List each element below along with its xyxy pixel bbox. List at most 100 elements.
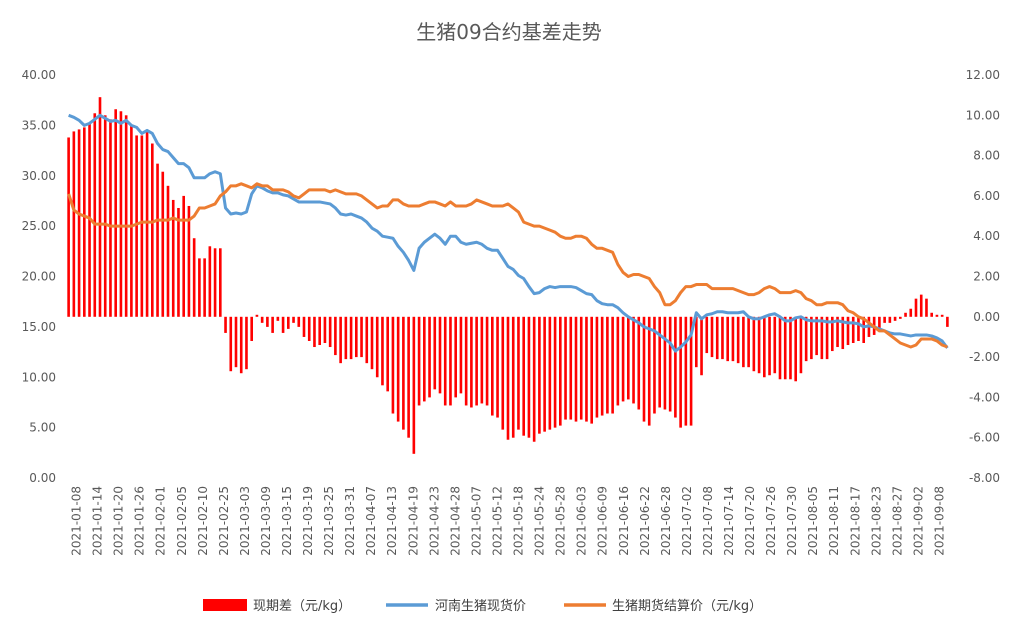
basis-bar	[721, 316, 724, 360]
basis-bar	[83, 127, 86, 317]
basis-bar	[334, 316, 337, 356]
basis-bar	[360, 316, 363, 358]
basis-bar	[480, 316, 484, 404]
basis-bar	[736, 316, 740, 364]
basis-bar	[208, 246, 212, 317]
right-tick-label: 6.00	[973, 189, 1000, 203]
basis-bar	[904, 312, 907, 317]
right-tick-label: -8.00	[969, 471, 1000, 485]
x-tick-label: 2021-07-20	[743, 486, 757, 556]
x-tick-label: 2021-02-05	[175, 486, 189, 556]
basis-bar	[715, 316, 719, 360]
basis-bar	[423, 316, 426, 402]
basis-bar	[930, 312, 933, 317]
x-tick-label: 2021-01-08	[70, 486, 84, 556]
basis-bar	[506, 316, 510, 440]
basis-bar	[417, 316, 421, 406]
x-tick-label: 2021-03-25	[322, 486, 336, 556]
basis-bar	[386, 316, 389, 392]
left-tick-label: 15.00	[22, 320, 56, 334]
x-tick-label: 2021-01-14	[91, 486, 105, 556]
basis-bar	[632, 316, 635, 404]
basis-bar	[124, 115, 128, 317]
basis-bar	[543, 316, 546, 432]
basis-bar	[433, 316, 437, 390]
basis-bar	[836, 316, 839, 348]
basis-bar	[166, 185, 170, 317]
basis-bar	[119, 111, 123, 317]
basis-bar	[726, 316, 729, 362]
basis-bar	[763, 316, 766, 378]
basis-bar	[109, 119, 112, 317]
basis-bar	[198, 258, 201, 317]
right-tick-label: 8.00	[973, 149, 1000, 163]
x-tick-label: 2021-02-01	[154, 486, 168, 556]
basis-bar	[668, 316, 672, 412]
basis-bar	[663, 316, 667, 410]
basis-bar	[355, 316, 358, 358]
basis-bar	[569, 316, 573, 420]
basis-bar	[778, 316, 782, 380]
basis-bar	[600, 316, 604, 416]
basis-bar	[862, 316, 865, 343]
x-tick-label: 2021-05-24	[533, 486, 547, 556]
basis-bar	[653, 316, 656, 414]
futures-price-line	[67, 182, 948, 349]
left-tick-label: 0.00	[29, 471, 56, 485]
basis-bar	[438, 316, 442, 394]
right-tick-label: -4.00	[969, 390, 1000, 404]
right-tick-label: 4.00	[973, 229, 1000, 243]
basis-bar	[266, 316, 269, 327]
basis-bar	[946, 316, 949, 327]
x-tick-label: 2021-04-13	[385, 486, 399, 556]
basis-bar	[271, 316, 274, 333]
basis-bar	[799, 316, 803, 374]
basis-bar	[412, 316, 416, 454]
basis-bar	[135, 135, 138, 317]
basis-bar	[940, 314, 944, 317]
basis-bar	[590, 316, 593, 424]
x-tick-label: 2021-04-23	[427, 486, 441, 556]
basis-bar	[313, 316, 316, 348]
basis-bar	[323, 316, 327, 343]
basis-bar	[783, 316, 787, 380]
x-tick-label: 2021-04-28	[448, 486, 462, 556]
x-tick-label: 2021-05-18	[512, 486, 526, 556]
basis-bar	[731, 316, 735, 362]
x-axis-ticks: 2021-01-08 2021-01-14 2021-01-20 2021-01-26…	[70, 486, 947, 556]
basis-bar	[674, 316, 677, 418]
basis-bar	[695, 316, 698, 368]
x-tick-label: 2021-06-16	[617, 486, 631, 556]
basis-bar	[559, 316, 562, 426]
basis-bar	[841, 316, 845, 350]
basis-bar	[935, 314, 939, 317]
right-tick-label: 2.00	[973, 270, 1000, 284]
basis-bar	[454, 316, 457, 398]
x-tick-label: 2021-06-03	[575, 486, 589, 556]
basis-bar	[527, 316, 531, 438]
x-tick-label: 2021-07-26	[764, 486, 778, 556]
basis-bar	[621, 316, 625, 402]
basis-bar	[260, 316, 264, 323]
basis-bar	[443, 316, 447, 406]
basis-bar	[616, 316, 620, 406]
basis-bar	[851, 316, 855, 343]
basis-bar	[239, 316, 243, 374]
spot-price-line	[68, 113, 949, 353]
basis-bar	[794, 316, 797, 382]
basis-bar	[187, 205, 191, 317]
basis-bar	[245, 316, 248, 370]
basis-bar	[177, 207, 180, 317]
x-tick-label: 2021-03-09	[259, 486, 273, 556]
x-tick-label: 2021-08-27	[890, 486, 904, 556]
basis-bar	[219, 248, 222, 317]
x-tick-label: 2021-04-07	[364, 486, 378, 556]
basis-bar	[281, 316, 285, 333]
x-tick-label: 2021-05-07	[469, 486, 483, 556]
basis-bar	[585, 316, 588, 422]
basis-bar	[857, 316, 860, 341]
basis-bar	[297, 316, 301, 327]
basis-bar	[919, 294, 923, 317]
basis-bar	[909, 308, 913, 317]
